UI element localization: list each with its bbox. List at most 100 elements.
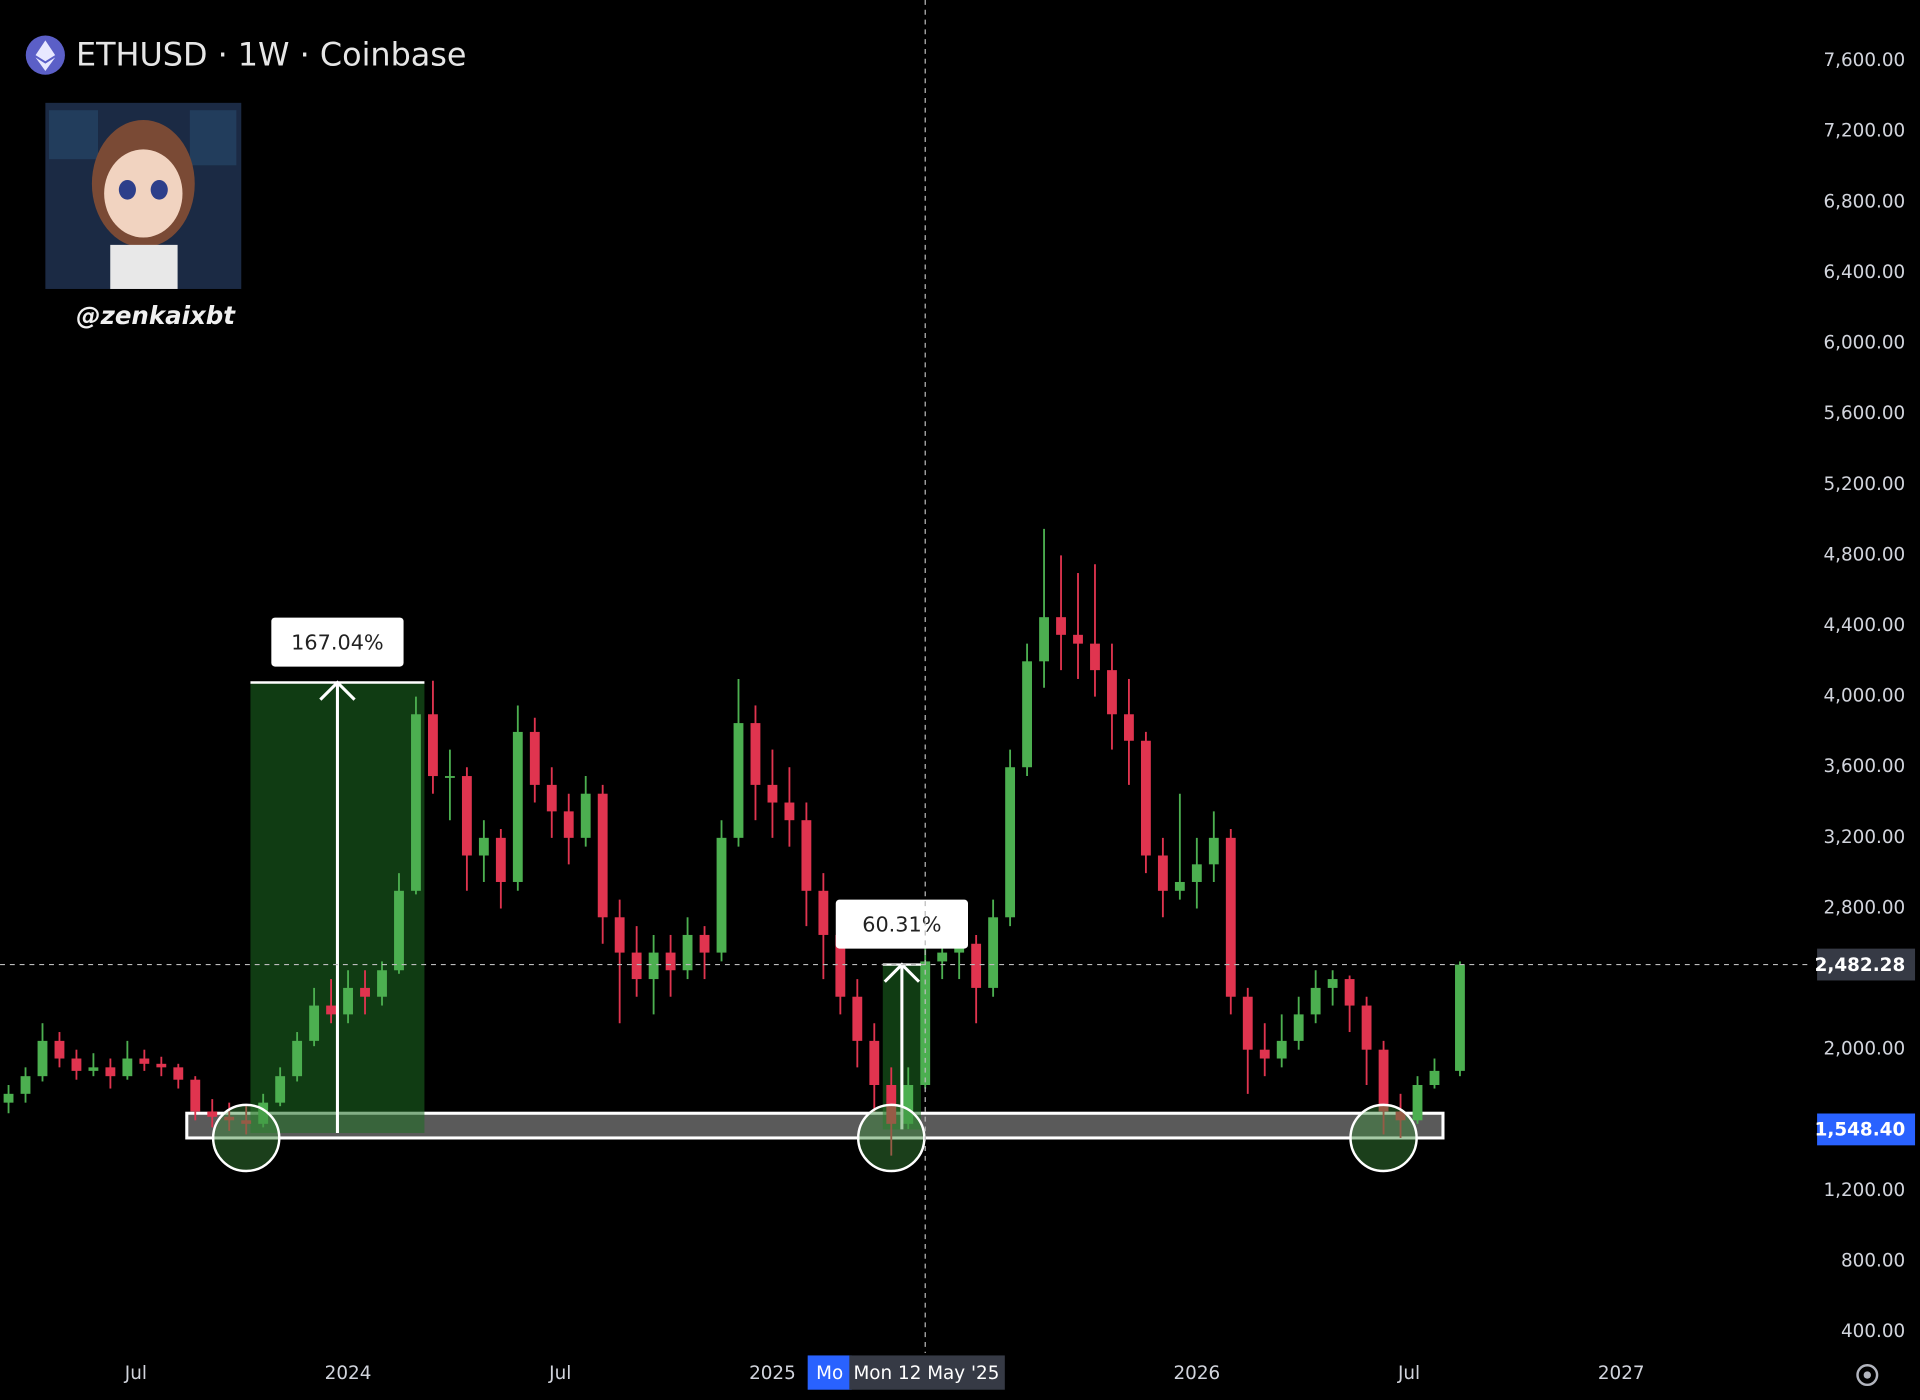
candle-body: [71, 1058, 82, 1071]
candle-body: [1005, 767, 1016, 918]
candle-body: [784, 802, 795, 821]
candle-body: [1412, 1084, 1423, 1121]
candle-body: [563, 811, 574, 838]
date-partial-label: Mo: [816, 1363, 843, 1384]
candle-body: [292, 1040, 303, 1077]
candle-body: [716, 837, 727, 953]
candle-body: [1022, 661, 1032, 768]
candle-body: [241, 1120, 252, 1124]
candle-body: [869, 1040, 880, 1085]
y-tick-label: 3,200.00: [1823, 827, 1905, 848]
y-tick-label: 7,200.00: [1823, 121, 1905, 142]
touch-highlight: [1349, 1103, 1418, 1173]
date-box: [849, 1355, 1005, 1390]
candle-body: [852, 996, 863, 1041]
candle-body: [478, 837, 489, 856]
candle-body: [173, 1067, 184, 1080]
candle-body: [529, 731, 540, 785]
candle-body: [190, 1079, 201, 1112]
candle-body: [326, 1005, 337, 1015]
candle-body: [512, 731, 523, 882]
candle-body: [648, 952, 659, 980]
y-tick-label: 4,800.00: [1823, 544, 1905, 565]
candle-layer: [3, 528, 1465, 1156]
y-tick-label: 4,400.00: [1823, 615, 1905, 636]
y-tick-label: 6,000.00: [1823, 333, 1905, 354]
candle-body: [3, 1093, 14, 1103]
price-label-box: [1817, 948, 1916, 981]
y-tick-label: 1,200.00: [1823, 1180, 1905, 1201]
candle-body: [37, 1040, 48, 1077]
candle-body: [1276, 1040, 1287, 1059]
candle-body: [1310, 987, 1321, 1015]
candle-body: [207, 1111, 218, 1117]
candle-body: [105, 1067, 116, 1077]
candle-body: [546, 784, 557, 812]
candle-body: [682, 934, 693, 971]
measure-label-box: [271, 617, 404, 667]
arrow-head: [319, 680, 356, 701]
candle-body: [1361, 1005, 1372, 1050]
candle-body: [394, 890, 404, 971]
x-tick-label: Jul: [124, 1363, 147, 1384]
price-label: 1,548.40: [1815, 1120, 1906, 1141]
candle-body: [631, 952, 642, 980]
candle-body: [1056, 617, 1066, 635]
candle-body: [411, 714, 421, 891]
candle-body: [258, 1102, 269, 1124]
x-tick-label: Jul: [1397, 1363, 1420, 1384]
x-tick-label: 2026: [1173, 1363, 1220, 1384]
candle-body: [903, 1084, 914, 1124]
candle-body: [835, 934, 846, 997]
date-partial-box: [807, 1355, 852, 1390]
y-tick-label: 4,000.00: [1823, 686, 1905, 707]
candle-body: [1225, 837, 1236, 997]
candle-body: [733, 723, 744, 838]
y-tick-label: 800.00: [1841, 1251, 1905, 1272]
candle-body: [1455, 964, 1465, 1071]
candle-body: [665, 952, 676, 971]
candle-body: [1039, 617, 1049, 662]
y-tick-label: 7,600.00: [1823, 50, 1905, 71]
candle-body: [122, 1058, 133, 1077]
candle-body: [139, 1058, 150, 1064]
candle-body: [750, 723, 761, 785]
candle-body: [360, 987, 370, 997]
candle-body: [1429, 1070, 1440, 1085]
candle-body: [224, 1116, 235, 1121]
candle-body: [461, 776, 472, 856]
candle-body: [275, 1076, 286, 1103]
price-label-box: [1817, 1113, 1916, 1146]
candle-body: [1191, 864, 1202, 882]
settings-icon[interactable]: [1856, 1364, 1879, 1387]
candle-body: [1140, 740, 1151, 856]
candle-body: [580, 793, 591, 838]
chart-title: ETHUSD · 1W · Coinbase: [76, 35, 467, 73]
candle-body: [54, 1040, 65, 1059]
candle-body: [20, 1076, 31, 1094]
y-tick-label: 2,800.00: [1823, 897, 1905, 918]
candle-body: [1395, 1111, 1406, 1121]
price-label: 2,482.28: [1815, 955, 1906, 976]
y-tick-label: 5,600.00: [1823, 403, 1905, 424]
y-tick-label: 3,600.00: [1823, 756, 1905, 777]
x-tick-label: 2027: [1598, 1363, 1645, 1384]
candle-body: [377, 970, 387, 997]
y-tick-label: 5,200.00: [1823, 474, 1905, 495]
candle-body: [801, 820, 812, 891]
date-label: Mon 12 May '25: [853, 1363, 999, 1384]
candle-body: [88, 1067, 99, 1071]
candle-body: [1378, 1049, 1389, 1112]
measure-label-box: [835, 899, 969, 949]
candle-body: [156, 1063, 167, 1068]
y-tick-label: 6,400.00: [1823, 262, 1905, 283]
touch-highlight: [211, 1103, 281, 1173]
touch-highlight: [856, 1103, 926, 1173]
eth-glyph: [35, 40, 56, 72]
x-tick-label: 2024: [325, 1363, 372, 1384]
candle-body: [1344, 979, 1355, 1006]
candle-body: [597, 793, 608, 918]
